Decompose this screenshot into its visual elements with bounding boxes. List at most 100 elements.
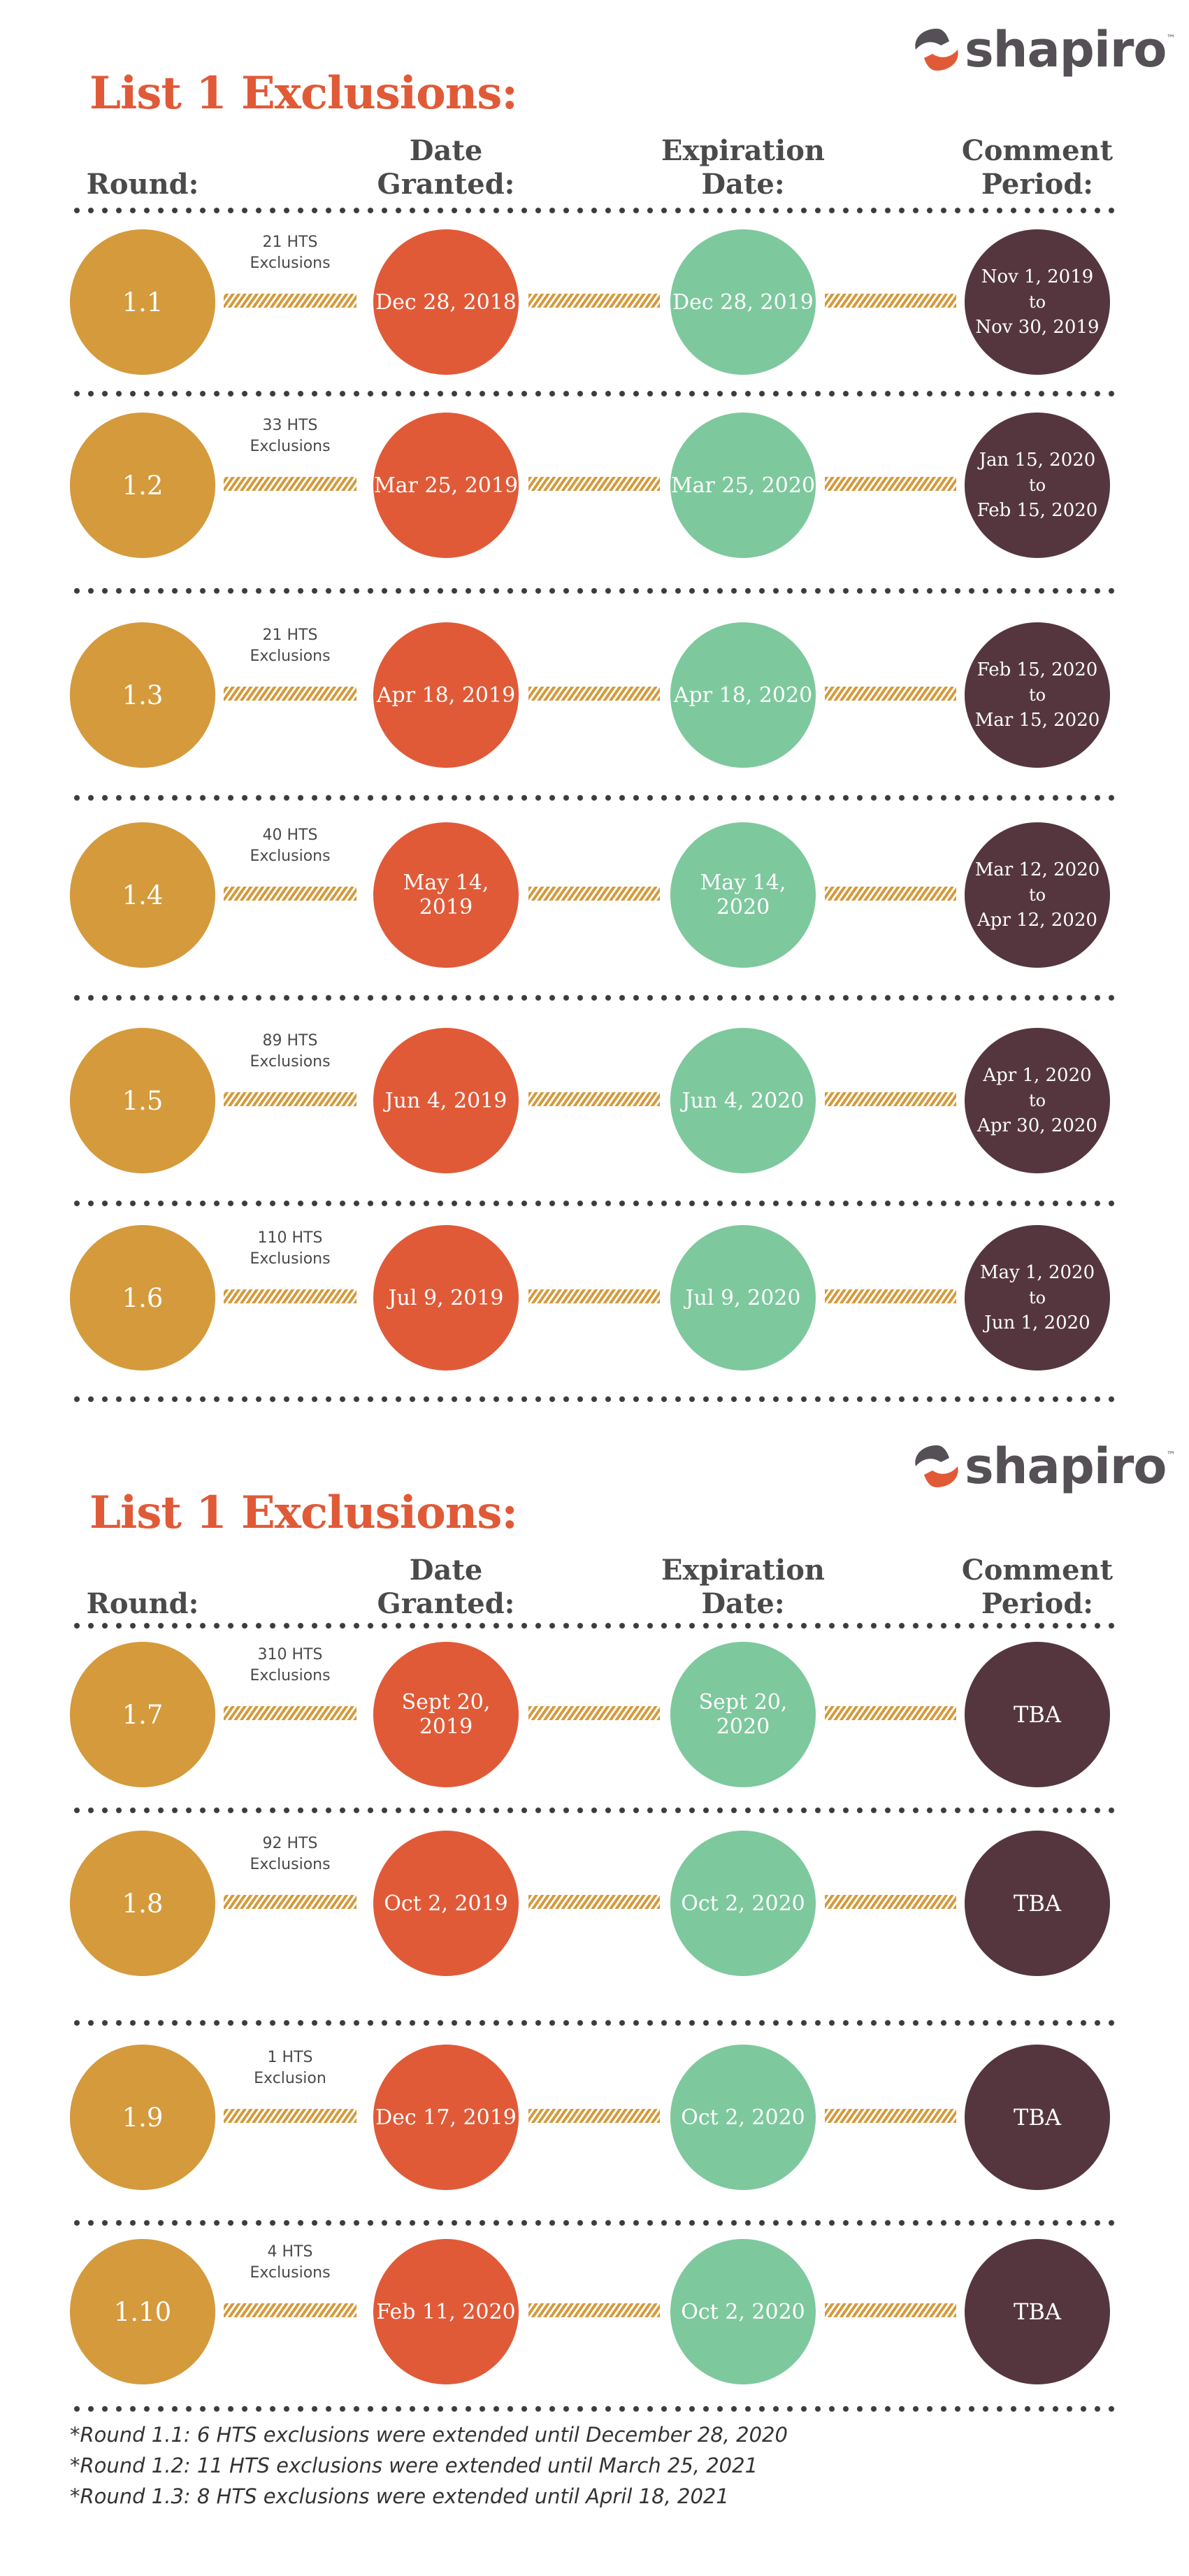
expiration-date-circle: Oct 2, 2020 [670,2045,816,2190]
header-date-granted: Date Granted: [377,1554,515,1620]
connector-ribbon [224,2109,356,2123]
connector-ribbon [825,2109,956,2123]
round-circle: 1.7 [70,1642,215,1787]
connector-ribbon [224,1289,356,1303]
hts-count: 21 HTS Exclusions [250,627,331,665]
table-row: 1.2 33 HTS Exclusions Mar 25, 2019 Mar 25… [0,413,1189,594]
table-row: 1.7 310 HTS Exclusions Sept 20, 2019 Sept… [0,1642,1189,1824]
comment-period-circle: Mar 12, 2020 to Apr 12, 2020 [965,822,1110,968]
connector-ribbon [528,687,660,701]
expiration-date-circle: Jun 4, 2020 [670,1028,816,1173]
expiration-date-circle: Oct 2, 2020 [670,2239,816,2384]
divider [70,2019,1118,2026]
connector-ribbon [224,1706,356,1720]
divider [70,2405,1118,2412]
page-title: List 1 Exclusions: [89,67,518,120]
connector-ribbon [528,1289,660,1303]
header-round: Round: [86,1587,199,1620]
hts-count: 92 HTS Exclusions [250,1835,331,1873]
divider [70,994,1118,1001]
hts-count: 110 HTS Exclusions [250,1229,331,1268]
expiration-date-circle: Sept 20, 2020 [670,1642,816,1787]
expiration-date-circle: Jul 9, 2020 [670,1225,816,1371]
date-granted-circle: Dec 28, 2018 [373,229,519,375]
divider [70,390,1118,397]
expiration-date-circle: Oct 2, 2020 [670,1831,816,1976]
header-date-granted: Date Granted: [377,134,515,201]
connector-ribbon [528,1895,660,1909]
divider [70,1622,1118,1629]
section-1: shapiro ™ List 1 Exclusions: Round: Date… [0,21,1189,1407]
connector-ribbon [224,887,356,901]
table-row: 1.1 21 HTS Exclusions Dec 28, 2018 Dec 28… [0,229,1189,411]
divider [70,1200,1118,1207]
connector-ribbon [825,687,956,701]
table-row: 1.8 92 HTS Exclusions Oct 2, 2019 Oct 2, … [0,1831,1189,2012]
table-row: 1.6 110 HTS Exclusions Jul 9, 2019 Jul 9,… [0,1225,1189,1407]
header-round: Round: [86,168,199,201]
expiration-date-circle: May 14, 2020 [670,822,816,968]
hts-count: 21 HTS Exclusions [250,234,331,272]
footnote: *Round 1.1: 6 HTS exclusions were extend… [70,2423,788,2447]
header-comment-period: Comment Period: [961,134,1114,201]
divider [70,2219,1118,2226]
expiration-date-circle: Mar 25, 2020 [670,413,816,558]
connector-ribbon [528,1706,660,1720]
connector-ribbon [224,1092,356,1106]
header-expiration-date: Expiration Date: [661,1554,825,1620]
logo-trademark: ™ [1166,1450,1176,1461]
date-granted-circle: Jul 9, 2019 [373,1225,519,1371]
divider [70,1807,1118,1814]
connector-ribbon [224,1895,356,1909]
date-granted-circle: May 14, 2019 [373,822,519,968]
connector-ribbon [825,294,956,308]
date-granted-circle: Feb 11, 2020 [373,2239,519,2384]
comment-period-circle: TBA [965,1642,1110,1787]
connector-ribbon [528,2109,660,2123]
connector-ribbon [224,2303,356,2317]
shapiro-swirl-icon [915,29,958,71]
round-circle: 1.2 [70,413,215,558]
date-granted-circle: Oct 2, 2019 [373,1831,519,1976]
hts-count: 310 HTS Exclusions [250,1646,331,1684]
connector-ribbon [528,477,660,491]
shapiro-logo: shapiro ™ [909,1438,1175,1495]
comment-period-circle: May 1, 2020 to Jun 1, 2020 [965,1225,1110,1371]
table-row: 1.10 4 HTS Exclusions Feb 11, 2020 Oct 2,… [0,2239,1189,2421]
hts-count: 1 HTS Exclusion [254,2049,326,2087]
connector-ribbon [825,1289,956,1303]
connector-ribbon [224,687,356,701]
table-row: 1.5 89 HTS Exclusions Jun 4, 2019 Jun 4, … [0,1028,1189,1210]
divider [70,794,1118,801]
date-granted-circle: Jun 4, 2019 [373,1028,519,1173]
divider [70,1396,1118,1403]
footnote: *Round 1.3: 8 HTS exclusions were extend… [70,2484,729,2508]
round-circle: 1.6 [70,1225,215,1371]
round-circle: 1.10 [70,2239,215,2384]
connector-ribbon [825,1895,956,1909]
divider [70,207,1118,214]
header-comment-period: Comment Period: [961,1554,1114,1620]
round-circle: 1.9 [70,2045,215,2190]
connector-ribbon [825,1092,956,1106]
connector-ribbon [825,1706,956,1720]
expiration-date-circle: Apr 18, 2020 [670,622,816,768]
comment-period-circle: TBA [965,1831,1110,1976]
connector-ribbon [528,2303,660,2317]
connector-ribbon [528,887,660,901]
logo-text: shapiro [965,1438,1167,1495]
date-granted-circle: Sept 20, 2019 [373,1642,519,1787]
connector-ribbon [825,2303,956,2317]
table-row: 1.4 40 HTS Exclusions May 14, 2019 May 14… [0,822,1189,1004]
logo-text: shapiro [965,21,1167,78]
page-title: List 1 Exclusions: [89,1487,518,1539]
round-circle: 1.3 [70,622,215,768]
expiration-date-circle: Dec 28, 2019 [670,229,816,375]
hts-count: 33 HTS Exclusions [250,417,331,455]
shapiro-logo: shapiro ™ [909,21,1175,78]
date-granted-circle: Apr 18, 2019 [373,622,519,768]
date-granted-circle: Mar 25, 2019 [373,413,519,558]
shapiro-swirl-icon [915,1445,958,1487]
connector-ribbon [224,477,356,491]
comment-period-circle: Apr 1, 2020 to Apr 30, 2020 [965,1028,1110,1173]
